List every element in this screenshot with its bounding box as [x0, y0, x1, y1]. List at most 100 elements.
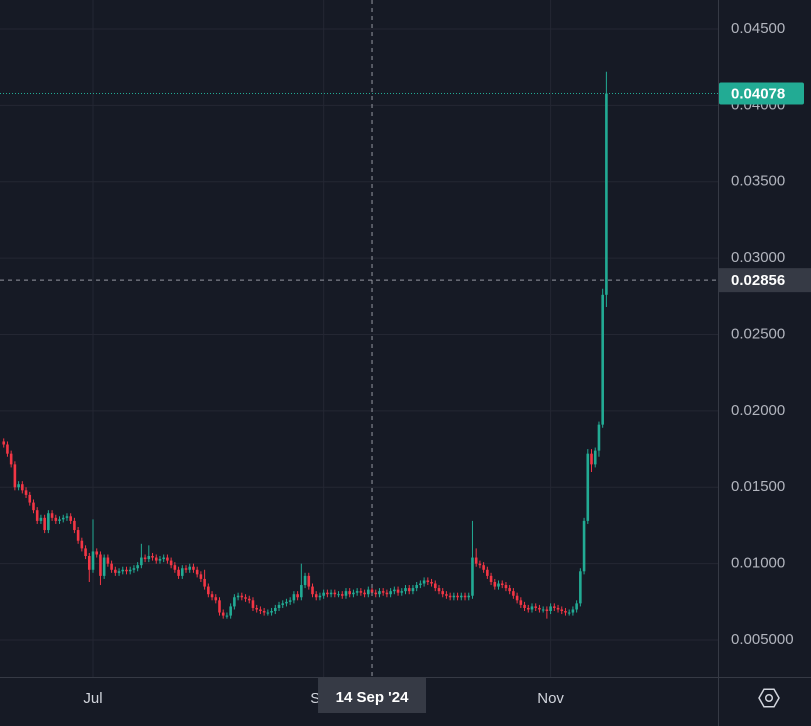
candle-body — [106, 557, 110, 564]
candle-body — [467, 595, 471, 598]
candle-body — [549, 606, 552, 612]
candle-body — [378, 591, 381, 595]
candle-body — [515, 595, 519, 601]
overlay — [0, 0, 718, 677]
candle-body — [166, 557, 169, 561]
candle-body — [128, 569, 132, 572]
candle-body — [110, 563, 113, 570]
candle-body — [422, 580, 426, 584]
candle-body — [523, 604, 526, 608]
candle-body — [564, 611, 567, 613]
candle-body — [151, 556, 154, 558]
candle-body — [270, 611, 273, 613]
candle-body — [512, 591, 515, 596]
candle-body — [221, 612, 225, 616]
candle-body — [285, 601, 288, 604]
candle-body — [125, 569, 128, 572]
candle-body — [199, 574, 203, 579]
candle-body — [571, 609, 575, 613]
candle-body — [355, 591, 359, 593]
candle-body — [17, 484, 20, 488]
candle-body — [482, 565, 485, 570]
candle-body — [296, 594, 299, 598]
candle-body — [203, 578, 206, 587]
candle-body — [456, 595, 459, 598]
candle-body — [147, 556, 151, 560]
candle-body — [233, 597, 236, 607]
y-tick-label: 0.01000 — [731, 555, 785, 572]
settings-button[interactable] — [758, 688, 780, 708]
candle-body — [586, 453, 590, 521]
candle-body — [381, 591, 385, 593]
candle-body — [50, 513, 54, 518]
candle-body — [292, 594, 296, 601]
settings-icon — [758, 688, 780, 708]
candle-body — [318, 595, 322, 598]
y-tick-label: 0.005000 — [731, 631, 794, 648]
candle-body — [590, 453, 593, 465]
candle-body — [214, 597, 218, 601]
candle-body — [452, 595, 456, 598]
candle-body — [240, 595, 244, 598]
candle-body — [374, 592, 378, 595]
settings-icon-center — [764, 693, 774, 703]
crosshair-date-box — [318, 678, 427, 713]
candle-body — [478, 563, 482, 566]
candle-body — [322, 592, 325, 596]
candle-body — [158, 559, 162, 561]
candle-body — [207, 586, 210, 595]
candle-body — [352, 592, 355, 595]
candle-body — [363, 592, 366, 595]
candle-body — [218, 600, 221, 613]
candle-body — [486, 569, 489, 576]
candle-body — [102, 557, 106, 576]
candle-body — [474, 557, 478, 564]
candle-body — [262, 611, 266, 613]
candle-body — [530, 606, 534, 610]
candle-body — [277, 604, 281, 608]
y-tick-label: 0.03000 — [731, 249, 785, 266]
candle-body — [244, 597, 247, 599]
candle-body — [247, 598, 251, 601]
candle-body — [307, 575, 311, 587]
candle-body — [389, 591, 392, 595]
candle-body — [326, 592, 329, 595]
candle-body — [344, 591, 348, 596]
candle-body — [556, 607, 560, 610]
candle-body — [173, 565, 177, 570]
candle-body — [303, 575, 307, 586]
candle-body — [13, 464, 17, 488]
candle-body — [132, 568, 136, 570]
axes: 0.005000 0.01000 0.01500 0.02000 0.02500 0.03… — [83, 20, 793, 707]
candle-body — [177, 569, 180, 576]
x-tick-label: Jul — [83, 690, 102, 707]
candle-body — [593, 450, 597, 465]
candle-body — [143, 557, 147, 560]
candle-body — [210, 594, 214, 598]
candle-body — [493, 581, 497, 587]
candle-body — [538, 607, 541, 610]
y-tick-label: 0.02000 — [731, 402, 785, 419]
candle-body — [273, 607, 277, 612]
candle-body — [35, 510, 39, 521]
candle-body — [415, 585, 418, 589]
candle-body — [582, 520, 586, 572]
candle-body — [497, 583, 500, 587]
candle-body — [169, 560, 173, 566]
candle-body — [404, 588, 407, 592]
candle-body — [76, 530, 80, 541]
candle-body — [229, 606, 232, 616]
candle-body — [300, 585, 303, 598]
candle-body — [114, 569, 117, 573]
candle-body — [579, 571, 582, 604]
candles — [2, 71, 608, 619]
candle-body — [411, 588, 415, 592]
candle-body — [99, 554, 102, 576]
candle-body — [448, 595, 452, 598]
y-tick-label: 0.01500 — [731, 478, 785, 495]
crosshair-date-label: 14 Sep '24 — [336, 689, 409, 706]
candle-body — [162, 557, 165, 560]
x-tick-label: Nov — [537, 690, 564, 707]
candle-body — [32, 502, 35, 511]
